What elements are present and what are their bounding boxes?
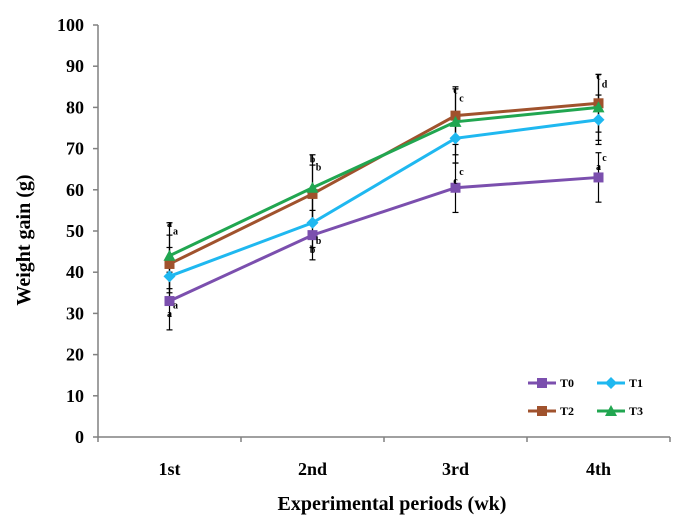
legend-label-t3: T3 bbox=[629, 404, 643, 418]
significance-letter: b bbox=[316, 162, 322, 173]
significance-letter: a bbox=[173, 227, 178, 238]
data-point-t1 bbox=[592, 113, 605, 126]
x-tick-label: 4th bbox=[586, 459, 611, 479]
legend-marker-t0 bbox=[537, 378, 547, 388]
y-tick-label: 10 bbox=[66, 386, 84, 406]
series-line-t1 bbox=[168, 118, 599, 278]
data-point-t2 bbox=[164, 258, 175, 269]
significance-letter: b bbox=[316, 236, 322, 247]
data-point-t0 bbox=[307, 230, 318, 241]
data-point-t3 bbox=[306, 181, 319, 193]
axes bbox=[97, 25, 670, 438]
x-tick-label: 2nd bbox=[298, 459, 327, 479]
significance-letter: c bbox=[459, 167, 464, 178]
legend-marker-t1 bbox=[605, 377, 617, 389]
significance-letter: a bbox=[596, 162, 601, 173]
legend-marker-t3 bbox=[605, 405, 617, 416]
significance-letter: c bbox=[453, 86, 458, 97]
x-tick-label: 3rd bbox=[442, 459, 469, 479]
y-tick-label: 80 bbox=[66, 97, 84, 117]
data-point-t0 bbox=[593, 172, 604, 183]
data-point-t1 bbox=[163, 270, 176, 283]
series-lines bbox=[163, 98, 605, 307]
data-point-t1 bbox=[449, 132, 462, 145]
significance-letter: c bbox=[596, 72, 601, 83]
legend: T0 T1 T2 T3 bbox=[528, 376, 643, 418]
legend-marker-t2 bbox=[537, 406, 547, 416]
y-tick-label: 100 bbox=[57, 15, 84, 35]
data-point-t3 bbox=[449, 115, 462, 127]
significance-letter: b bbox=[310, 245, 316, 256]
significance-letter: c bbox=[459, 93, 464, 104]
series-line-t0 bbox=[168, 175, 599, 303]
data-point-t0 bbox=[450, 182, 461, 193]
y-axis-ticks: 0 10 20 30 40 50 60 70 80 90 100 bbox=[57, 15, 98, 447]
data-point-t3 bbox=[592, 101, 605, 113]
y-tick-label: 50 bbox=[66, 221, 84, 241]
x-axis-ticks: 1st 2nd 3rd 4th bbox=[97, 437, 671, 479]
y-tick-label: 60 bbox=[66, 180, 84, 200]
legend-label-t0: T0 bbox=[560, 376, 574, 390]
y-tick-label: 40 bbox=[66, 262, 84, 282]
y-tick-label: 20 bbox=[66, 345, 84, 365]
legend-label-t1: T1 bbox=[629, 376, 643, 390]
significance-letter: a bbox=[167, 309, 172, 320]
y-tick-label: 70 bbox=[66, 139, 84, 159]
significance-letter: a bbox=[167, 219, 172, 230]
x-axis-title: Experimental periods (wk) bbox=[278, 493, 507, 515]
series-line-t3 bbox=[168, 105, 599, 258]
data-point-t2 bbox=[307, 188, 318, 199]
y-axis-title: Weight gain (g) bbox=[13, 174, 35, 305]
data-point-t2 bbox=[450, 110, 461, 121]
significance-letter: c bbox=[602, 153, 607, 164]
data-point-t3 bbox=[163, 249, 176, 261]
legend-label-t2: T2 bbox=[560, 404, 574, 418]
significance-letter: a bbox=[173, 300, 178, 311]
significance-letter: c bbox=[453, 176, 458, 187]
significance-letter: b bbox=[310, 155, 316, 166]
y-tick-label: 0 bbox=[75, 427, 84, 447]
data-point-t1 bbox=[306, 216, 319, 229]
y-tick-label: 90 bbox=[66, 56, 84, 76]
y-tick-label: 30 bbox=[66, 303, 84, 323]
x-tick-label: 1st bbox=[159, 459, 181, 479]
significance-letter: d bbox=[602, 79, 608, 90]
data-point-t0 bbox=[164, 296, 175, 307]
